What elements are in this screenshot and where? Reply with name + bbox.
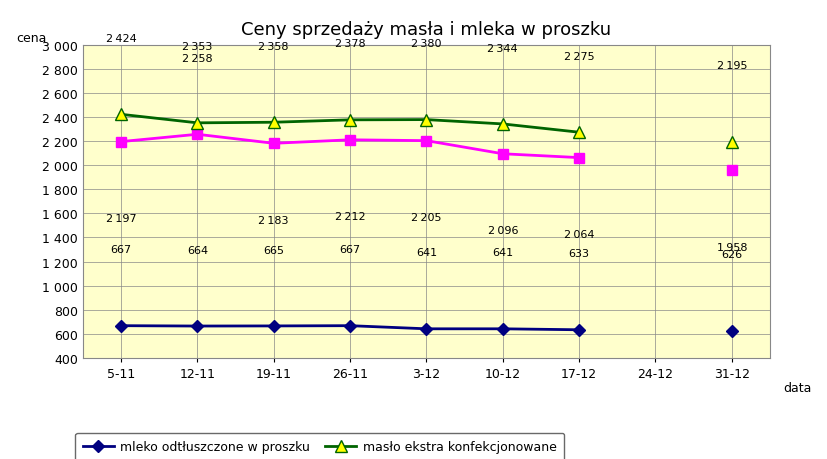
Text: 2 183: 2 183 — [258, 215, 289, 225]
mleko odtłuszczone w proszku — [421, 326, 431, 332]
mleko odtłuszczone w proszku — [192, 324, 202, 329]
Text: 626: 626 — [720, 250, 742, 260]
Title: Ceny sprzedaży masła i mleka w proszku: Ceny sprzedaży masła i mleka w proszku — [241, 21, 611, 39]
Text: 2 195: 2 195 — [715, 62, 746, 71]
masło ekstra konfekcjonowane — [345, 118, 355, 123]
Text: 2 380: 2 380 — [411, 39, 441, 49]
Text: 2 358: 2 358 — [258, 42, 289, 52]
masło ekstra w blokach — [345, 138, 355, 143]
mleko odtłuszczone w proszku — [497, 326, 507, 332]
Text: cena: cena — [17, 32, 47, 45]
masło ekstra w blokach — [192, 132, 202, 138]
Text: 667: 667 — [110, 245, 131, 255]
Text: 2 096: 2 096 — [487, 226, 518, 235]
Text: 2 344: 2 344 — [487, 44, 518, 53]
Text: 2 197: 2 197 — [106, 213, 136, 224]
Text: 664: 664 — [187, 245, 208, 255]
Text: 2 205: 2 205 — [411, 213, 441, 223]
Text: 2 258: 2 258 — [182, 54, 213, 64]
Text: 2 275: 2 275 — [563, 52, 594, 62]
masło ekstra w blokach — [269, 141, 279, 147]
mleko odtłuszczone w proszku — [345, 323, 355, 329]
masło ekstra konfekcjonowane — [269, 120, 279, 126]
masło ekstra w blokach — [116, 140, 126, 145]
masło ekstra w blokach — [421, 139, 431, 144]
mleko odtłuszczone w proszku — [269, 324, 279, 329]
mleko odtłuszczone w proszku — [573, 327, 583, 333]
Text: data: data — [782, 381, 810, 394]
Line: masło ekstra konfekcjonowane: masło ekstra konfekcjonowane — [115, 110, 584, 139]
Text: 641: 641 — [415, 248, 437, 258]
Text: 633: 633 — [568, 249, 589, 259]
Text: 665: 665 — [263, 245, 284, 255]
Text: 2 353: 2 353 — [182, 42, 213, 52]
Text: 667: 667 — [339, 245, 361, 255]
masło ekstra konfekcjonowane — [192, 121, 202, 126]
mleko odtłuszczone w proszku — [116, 323, 126, 329]
Text: 2 064: 2 064 — [563, 230, 594, 240]
masło ekstra w blokach — [497, 151, 507, 157]
Line: masło ekstra w blokach: masło ekstra w blokach — [116, 130, 583, 163]
masło ekstra w blokach — [573, 156, 583, 161]
Text: 2 424: 2 424 — [106, 34, 136, 44]
Legend: mleko odtłuszczone w proszku, masło ekstra w blokach, masło ekstra konfekcjonowa: mleko odtłuszczone w proszku, masło ekst… — [75, 433, 563, 459]
Line: mleko odtłuszczone w proszku: mleko odtłuszczone w proszku — [117, 322, 582, 334]
Text: 1 958: 1 958 — [715, 242, 746, 252]
Text: 2 212: 2 212 — [334, 212, 365, 222]
Text: 2 378: 2 378 — [334, 39, 365, 49]
masło ekstra konfekcjonowane — [497, 122, 507, 128]
masło ekstra konfekcjonowane — [421, 118, 431, 123]
masło ekstra konfekcjonowane — [116, 112, 126, 118]
Text: 641: 641 — [491, 248, 513, 258]
masło ekstra konfekcjonowane — [573, 130, 583, 136]
